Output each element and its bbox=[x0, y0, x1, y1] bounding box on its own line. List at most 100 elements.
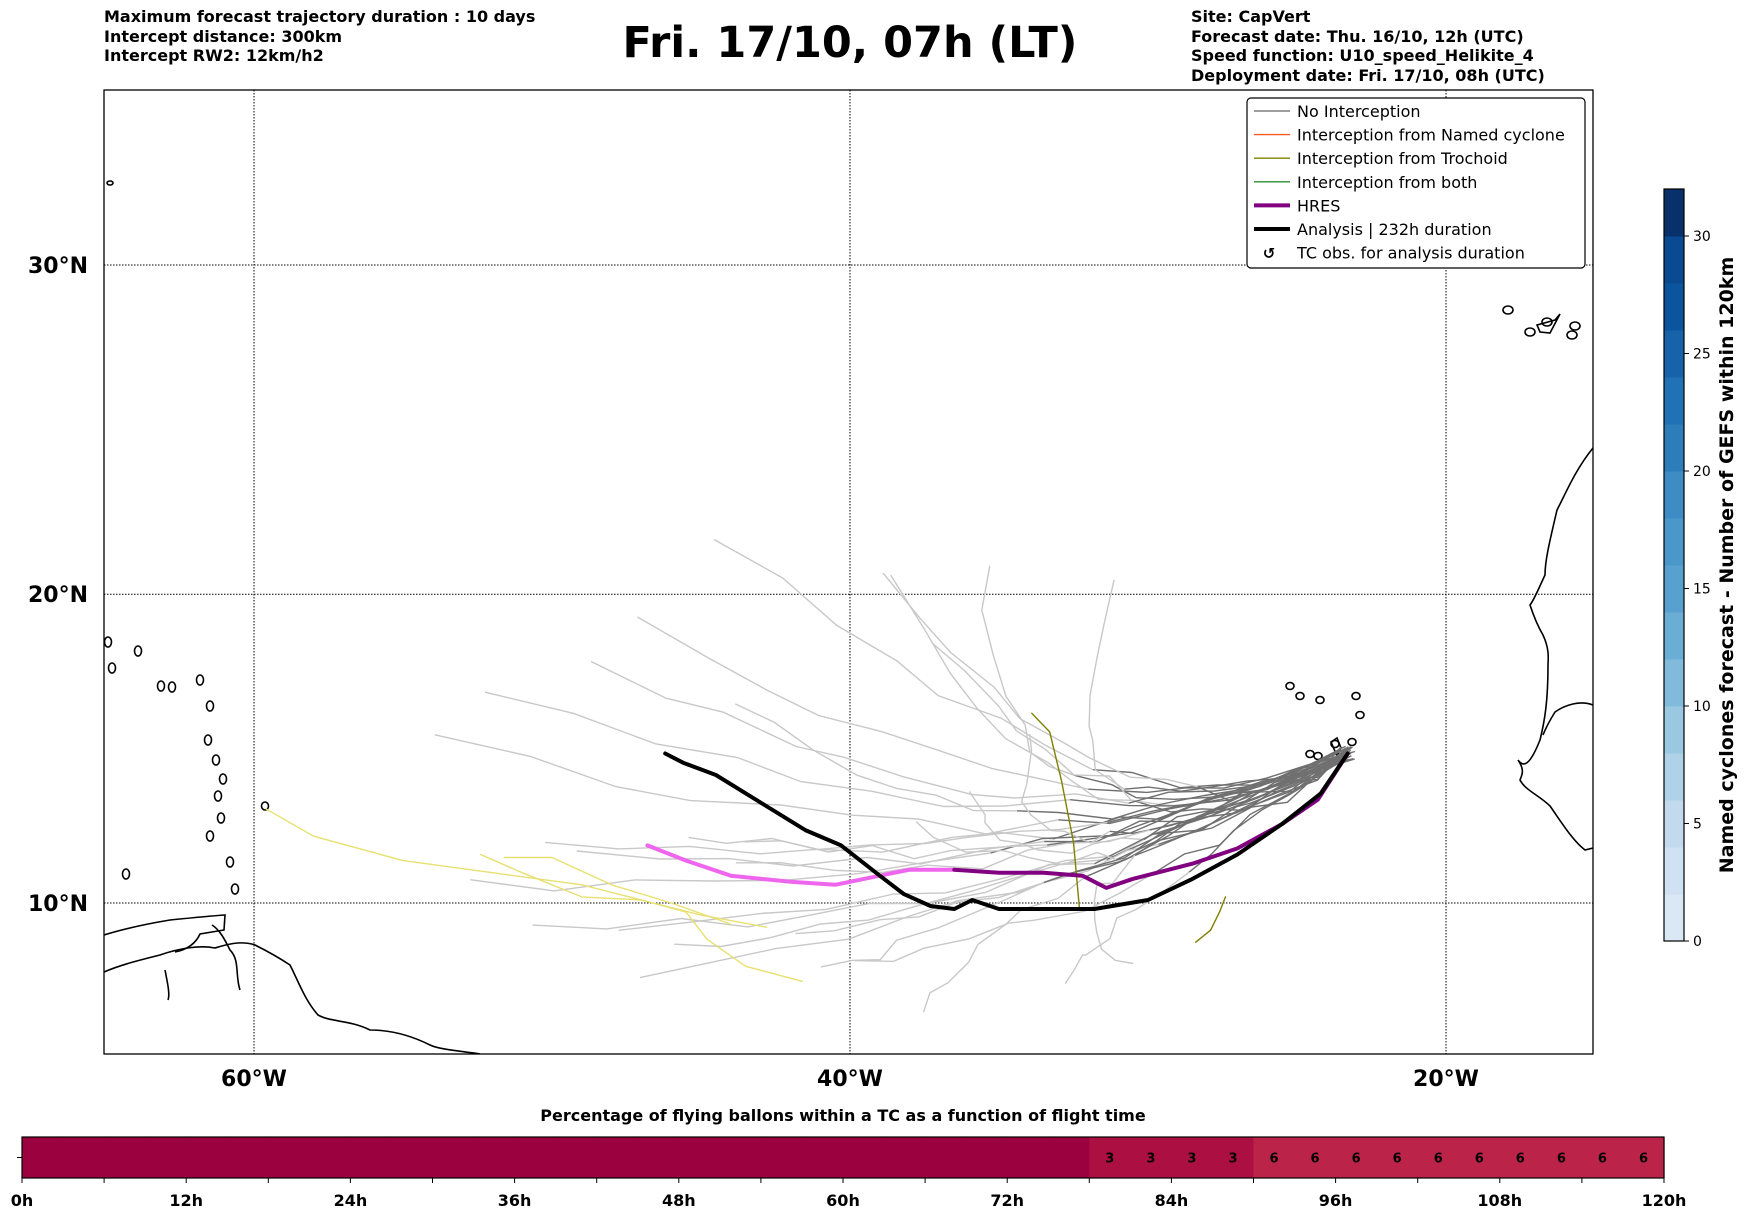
trajectory-hres-late- bbox=[645, 843, 957, 887]
legend-label: Interception from Trochoid bbox=[1297, 149, 1508, 168]
coast-island-antilles bbox=[156, 680, 166, 692]
chart-title-container: Fri. 17/10, 07h (LT) bbox=[0, 18, 1700, 68]
ensemble-trajectory-old bbox=[735, 829, 1150, 874]
coast-island-antilles bbox=[121, 868, 131, 880]
ensemble-trajectory-recent bbox=[1058, 752, 1348, 825]
ensemble-trajectory-old bbox=[744, 840, 1048, 860]
percentage-cell bbox=[1417, 1137, 1460, 1178]
percentage-cell-label: 6 bbox=[1516, 1152, 1525, 1167]
colorbar-bin bbox=[1664, 565, 1684, 613]
ensemble-trajectory-old bbox=[922, 876, 1086, 1013]
coast-orinoco bbox=[211, 924, 241, 991]
info-speed-function: Speed function: U10_speed_Helikite_4 bbox=[1191, 46, 1534, 65]
colorbar-bin bbox=[1664, 471, 1684, 519]
percentage-cell bbox=[145, 1137, 187, 1178]
percentage-cell bbox=[1253, 1137, 1296, 1178]
colorbar-tick-label: 5 bbox=[1693, 817, 1702, 833]
colorbar-bin bbox=[1664, 753, 1684, 801]
ensemble-trajectory-old bbox=[1020, 734, 1111, 844]
colorbar-bin bbox=[1664, 894, 1684, 942]
colorbar-bin bbox=[1664, 612, 1684, 660]
percentage-cell bbox=[596, 1137, 639, 1178]
percentage-cell bbox=[1089, 1137, 1131, 1178]
lon-tick-label: 20°W bbox=[1413, 1067, 1479, 1092]
percentage-cell bbox=[1294, 1137, 1337, 1178]
ensemble-trajectory-recent bbox=[1094, 753, 1346, 865]
percentage-cell bbox=[966, 1137, 1008, 1178]
colorbar-tick-label: 0 bbox=[1693, 934, 1702, 950]
percentage-cell bbox=[514, 1137, 557, 1178]
ensemble-trajectory-old bbox=[637, 616, 1089, 790]
percentage-bar-tick-label: 24h bbox=[334, 1191, 368, 1210]
lat-tick-label: 30°N bbox=[28, 254, 88, 279]
coast-south-america bbox=[104, 942, 481, 1054]
percentage-bar-tick-label: 120h bbox=[1642, 1191, 1687, 1210]
coast-gambia bbox=[1542, 702, 1593, 736]
legend-label: Interception from Named cyclone bbox=[1297, 126, 1565, 145]
lon-tick-label: 60°W bbox=[221, 1067, 287, 1092]
coast-island-canary bbox=[1502, 305, 1514, 315]
coast-island-canary bbox=[1569, 321, 1581, 331]
percentage-bar-tick-label: 108h bbox=[1477, 1191, 1522, 1210]
colorbar-frame bbox=[1663, 188, 1685, 942]
percentage-cell bbox=[473, 1137, 516, 1178]
tc-percentage-bar: Percentage of flying ballons within a TC… bbox=[11, 1106, 1687, 1210]
ensemble-trajectory-recent bbox=[1109, 754, 1352, 835]
percentage-cell-label: 6 bbox=[1393, 1152, 1402, 1167]
percentage-cell bbox=[391, 1137, 434, 1178]
percentage-bar-title: Percentage of flying ballons within a TC… bbox=[540, 1106, 1146, 1125]
info-deployment-date: Deployment date: Fri. 17/10, 08h (UTC) bbox=[1191, 65, 1545, 85]
coast-island-capeverde bbox=[1355, 710, 1365, 720]
colorbar-bin bbox=[1664, 706, 1684, 754]
colorbar-bin bbox=[1664, 283, 1684, 331]
percentage-cell bbox=[760, 1137, 803, 1178]
percentage-cell bbox=[1540, 1137, 1583, 1178]
coast-island-antilles bbox=[205, 830, 215, 842]
percentage-cell bbox=[22, 1137, 64, 1178]
lat-tick-label: 20°N bbox=[28, 583, 88, 608]
percentage-bar-tick-label: 60h bbox=[826, 1191, 860, 1210]
colorbar-bin bbox=[1664, 424, 1684, 472]
ensemble-trajectory-old bbox=[981, 565, 1075, 776]
colorbar-tick-label: 20 bbox=[1693, 464, 1711, 480]
ensemble-trajectory-old bbox=[931, 642, 1191, 808]
trajectory-analysis bbox=[663, 751, 1350, 911]
info-forecast-date: Forecast date: Thu. 16/10, 12h (UTC) bbox=[1191, 26, 1524, 46]
ensemble-trajectory-old bbox=[590, 660, 1129, 804]
legend-box bbox=[1246, 97, 1586, 269]
coast-island-canary bbox=[1541, 317, 1553, 327]
percentage-cell bbox=[186, 1137, 228, 1178]
ensemble-trajectory-old bbox=[713, 538, 1094, 771]
coast-island-barbados bbox=[260, 801, 270, 811]
ensemble-trajectory-recent bbox=[1047, 746, 1343, 846]
info-site: Site: CapVert bbox=[1191, 7, 1311, 26]
ensemble-trajectory-old bbox=[470, 852, 991, 892]
percentage-cell-label: 3 bbox=[1187, 1152, 1196, 1167]
percentage-cell bbox=[350, 1137, 393, 1178]
ensemble-trajectory-old bbox=[688, 821, 1108, 851]
percentage-cell bbox=[719, 1137, 762, 1178]
legend-label: HRES bbox=[1297, 196, 1340, 215]
percentage-cell bbox=[432, 1137, 475, 1178]
info-intercept-rw2: Intercept RW2: 12km/h2 bbox=[104, 46, 324, 65]
colorbar-bin bbox=[1664, 189, 1684, 237]
coast-island-capeverde bbox=[1295, 691, 1305, 701]
ensemble-trajectory-old bbox=[735, 703, 1017, 812]
colorbar-bin bbox=[1664, 236, 1684, 284]
ensemble-trajectory-recent bbox=[1107, 755, 1342, 824]
ensemble-trajectory-old bbox=[882, 572, 1198, 788]
percentage-bar-tick-label: 36h bbox=[498, 1191, 532, 1210]
ensemble-trajectory-recent bbox=[1149, 752, 1342, 831]
percentage-cell bbox=[637, 1137, 680, 1178]
chart-title: Fri. 17/10, 07h (LT) bbox=[622, 18, 1078, 68]
colorbar-tick-label: 25 bbox=[1693, 347, 1711, 363]
percentage-cell bbox=[1376, 1137, 1419, 1178]
colorbar-bin bbox=[1664, 330, 1684, 378]
trajectory-trochoid-late-1 bbox=[265, 808, 768, 928]
percentage-cell bbox=[843, 1137, 885, 1178]
percentage-cell bbox=[1212, 1137, 1255, 1178]
percentage-cell bbox=[884, 1137, 926, 1178]
percentage-cell-label: 3 bbox=[1228, 1152, 1237, 1167]
percentage-cell-label: 6 bbox=[1475, 1152, 1484, 1167]
